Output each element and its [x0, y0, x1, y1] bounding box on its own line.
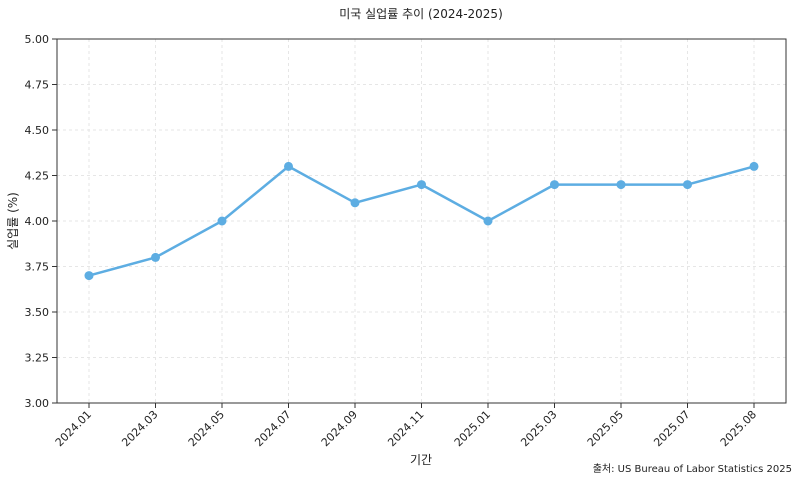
x-tick-label: 2025.08	[718, 408, 759, 449]
x-axis: 2024.01 2024.03 2024.05 2024.07 2024.09 2024.…	[53, 403, 759, 449]
data-point	[749, 161, 759, 171]
y-tick-label: 3.75	[25, 261, 50, 274]
y-tick-label: 4.75	[25, 79, 50, 92]
x-tick-label: 2024.03	[119, 408, 160, 449]
data-point	[550, 180, 559, 190]
y-tick-label: 4.25	[25, 170, 50, 183]
x-tick-label: 2024.01	[53, 408, 94, 449]
x-tick-label: 2024.11	[385, 408, 426, 449]
x-tick-label: 2025.01	[452, 408, 493, 449]
x-axis-label: 기간	[410, 453, 432, 467]
x-tick-label: 2025.05	[585, 408, 626, 449]
y-tick-label: 4.50	[25, 124, 50, 137]
data-point	[217, 216, 227, 226]
y-tick-label: 4.00	[25, 215, 50, 228]
data-point	[284, 161, 293, 171]
data-point	[417, 180, 426, 190]
y-tick-label: 3.00	[25, 397, 50, 410]
data-point	[616, 180, 626, 190]
y-axis: 3.00 3.25 3.50 3.75 4.00 4.25 4.50 4.75 5.00	[25, 33, 57, 410]
x-tick-label: 2024.09	[319, 408, 360, 449]
data-point	[483, 216, 493, 226]
x-tick-label: 2025.07	[651, 408, 692, 449]
y-tick-label: 5.00	[25, 33, 50, 46]
x-tick-label: 2024.07	[252, 408, 293, 449]
x-tick-label: 2025.03	[518, 408, 559, 449]
x-tick-label: 2024.05	[186, 408, 227, 449]
data-point	[683, 180, 692, 190]
data-point	[84, 271, 94, 281]
grid-lines	[57, 38, 786, 404]
data-point	[151, 252, 160, 262]
y-tick-label: 3.50	[25, 306, 50, 319]
chart-title: 미국 실업률 추이 (2024-2025)	[339, 7, 503, 21]
y-tick-label: 3.25	[25, 352, 50, 365]
y-axis-label: 실업률 (%)	[6, 192, 20, 250]
data-point	[350, 198, 360, 208]
source-note: 출처: US Bureau of Labor Statistics 2025	[593, 463, 792, 475]
data-series	[84, 161, 759, 281]
